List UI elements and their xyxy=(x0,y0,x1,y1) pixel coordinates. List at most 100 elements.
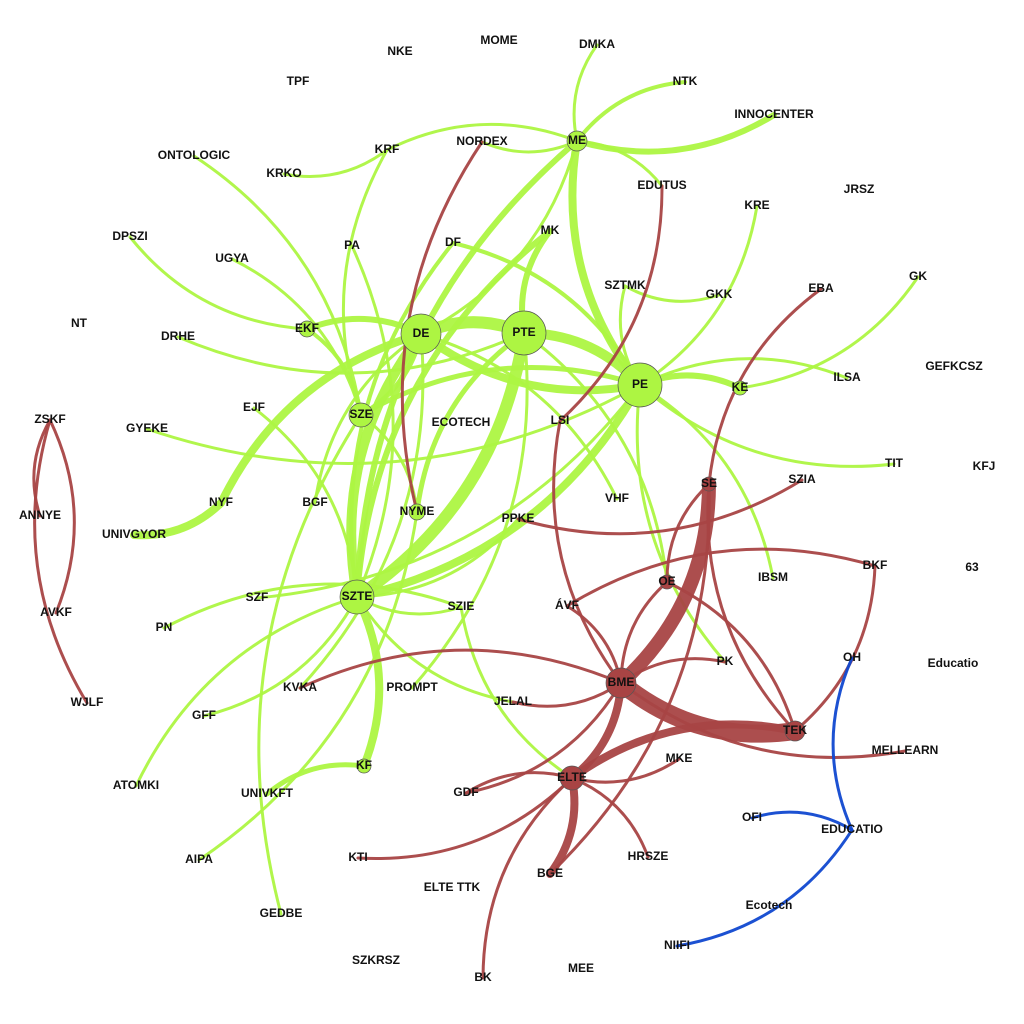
node-label: OE xyxy=(658,574,675,588)
node xyxy=(400,313,442,355)
node-label: BGE xyxy=(537,866,563,880)
edge xyxy=(134,595,359,788)
edge xyxy=(793,564,877,733)
node-label: ME xyxy=(568,133,586,147)
edge xyxy=(568,720,799,782)
node-label: EBA xyxy=(808,281,834,295)
edge xyxy=(638,383,896,468)
node-label: PROMPT xyxy=(386,680,438,694)
node xyxy=(659,574,675,590)
edge xyxy=(516,478,804,536)
node-label: NT xyxy=(71,316,88,330)
node xyxy=(617,362,663,408)
edge xyxy=(255,383,642,600)
edge xyxy=(130,499,225,540)
edge xyxy=(385,122,579,152)
node-label: IBSM xyxy=(758,570,788,584)
node-label: PK xyxy=(717,654,734,668)
node-label: DRHE xyxy=(161,329,195,343)
node-label: PA xyxy=(344,238,360,252)
node-label: GFF xyxy=(192,708,216,722)
node-label: NORDEX xyxy=(456,134,507,148)
node-label: BGF xyxy=(302,495,327,509)
node-label: OFI xyxy=(742,810,762,824)
node-label: ILSA xyxy=(833,370,861,384)
node-label: PE xyxy=(632,377,648,391)
edge xyxy=(750,810,854,832)
node-label: JELAL xyxy=(494,694,532,708)
node-label: BKF xyxy=(863,558,888,572)
node-label: MK xyxy=(541,223,560,237)
node-label: ELTE xyxy=(557,770,587,784)
node xyxy=(348,402,374,428)
node-label: GEFKCSZ xyxy=(925,359,982,373)
node xyxy=(356,758,372,774)
node-label: KRF xyxy=(375,142,400,156)
node-label: EDUCATIO xyxy=(821,822,883,836)
edges xyxy=(32,43,920,980)
node-label: UGYA xyxy=(215,251,249,265)
edge xyxy=(252,406,359,599)
labels: NKE MOME DMKA TPF NTK INNOCENTER ONTOLOGIC NORD… xyxy=(19,33,995,984)
edge xyxy=(552,419,623,685)
node-label: GYEKE xyxy=(126,421,168,435)
node-label: SZF xyxy=(246,590,269,604)
edge xyxy=(623,284,721,303)
node-label: JRSZ xyxy=(844,182,875,196)
edge xyxy=(355,595,515,704)
edge xyxy=(459,605,574,780)
edge xyxy=(341,148,389,417)
edge xyxy=(575,80,687,143)
node-label: MEE xyxy=(568,961,594,975)
node xyxy=(501,310,547,356)
node-label: PTE xyxy=(512,325,535,339)
edge xyxy=(451,241,642,387)
node-label: ATOMKI xyxy=(113,778,159,792)
node-label: SZTMK xyxy=(604,278,646,292)
edge xyxy=(355,517,520,599)
edge xyxy=(575,139,664,188)
edge xyxy=(464,681,623,795)
node-label: LSI xyxy=(551,413,570,427)
edge xyxy=(638,204,759,387)
node-label: GKK xyxy=(706,287,733,301)
node-label: NYME xyxy=(400,504,435,518)
node-label: MOME xyxy=(480,33,517,47)
edge xyxy=(548,482,711,876)
node-label: Educatio xyxy=(928,656,979,670)
edge xyxy=(707,287,823,486)
node-label: KF xyxy=(356,758,372,772)
node-label: BK xyxy=(474,970,492,984)
edge xyxy=(480,139,579,154)
node-label: SE xyxy=(701,476,717,490)
node xyxy=(732,380,748,396)
node xyxy=(298,320,316,338)
node-label: ZSKF xyxy=(34,412,65,426)
node xyxy=(559,765,585,791)
edge xyxy=(574,112,777,155)
node-label: AVKF xyxy=(40,605,72,619)
nodes xyxy=(298,130,806,791)
node-label: ELTE TTK xyxy=(424,880,481,894)
edge xyxy=(128,235,309,331)
node-label: EKF xyxy=(295,321,319,335)
edge xyxy=(145,383,642,465)
node-label: MKE xyxy=(666,751,693,765)
node-label: PPKE xyxy=(502,511,535,525)
edge xyxy=(414,330,527,515)
node-label: KRKO xyxy=(266,166,301,180)
edge xyxy=(558,184,664,423)
edge xyxy=(481,776,574,980)
node-label: KVKA xyxy=(283,680,317,694)
edge xyxy=(197,510,419,862)
edge xyxy=(568,137,644,389)
node-label: PN xyxy=(156,620,173,634)
edge xyxy=(48,418,76,615)
node-label: VHF xyxy=(605,491,629,505)
edge xyxy=(298,648,623,690)
node xyxy=(784,720,806,742)
node-label: EDUTUS xyxy=(637,178,686,192)
node xyxy=(605,667,637,699)
node-label: DF xyxy=(445,235,461,249)
